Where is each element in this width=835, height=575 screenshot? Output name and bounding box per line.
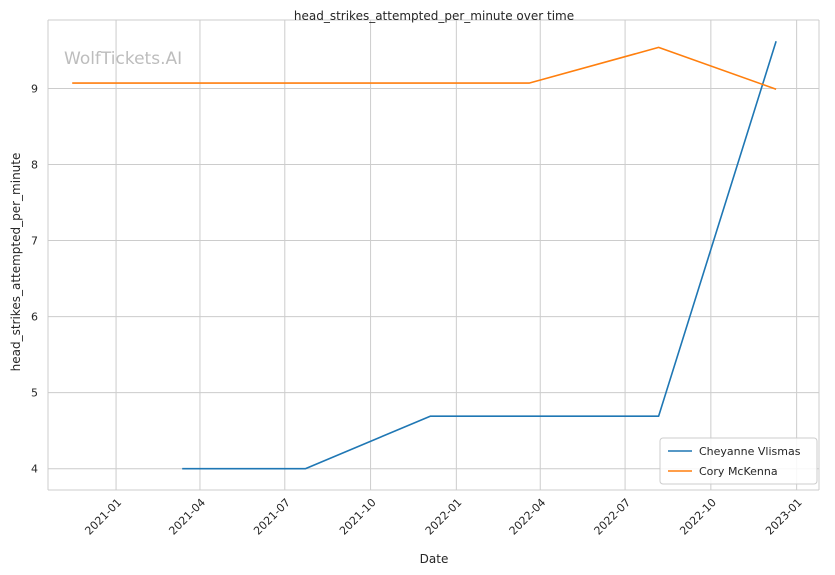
watermark: WolfTickets.AI	[64, 49, 182, 69]
series-line-cheyanne-vlismas	[182, 41, 777, 470]
y-tick-label: 8	[31, 158, 38, 171]
y-tick-label: 5	[31, 387, 38, 400]
y-tick-labels: 4 5 6 7 8 9	[31, 82, 38, 475]
x-axis-title: Date	[420, 552, 449, 566]
plot-area	[48, 20, 819, 490]
y-tick-label: 9	[31, 82, 38, 95]
axes-frame	[47, 19, 820, 491]
x-tick-label: 2021-04	[166, 496, 208, 538]
x-tick-label: 2021-10	[337, 496, 379, 538]
chart-title: head_strikes_attempted_per_minute over t…	[294, 9, 574, 23]
x-tick-label: 2021-01	[82, 496, 124, 538]
y-tick-label: 4	[31, 463, 38, 476]
x-tick-label: 2023-01	[763, 496, 805, 538]
x-tick-label: 2022-07	[592, 496, 634, 538]
legend-label-cheyanne-vlismas: Cheyanne Vlismas	[699, 445, 801, 458]
y-tick-label: 7	[31, 235, 38, 248]
y-axis-title: head_strikes_attempted_per_minute	[9, 153, 23, 372]
x-tick-label: 2022-04	[507, 496, 549, 538]
series-line-cory-mckenna	[72, 46, 777, 90]
legend: Cheyanne Vlismas Cory McKenna	[659, 437, 818, 485]
series-lines	[72, 41, 777, 470]
x-tick-label: 2022-01	[423, 496, 465, 538]
legend-label-cory-mckenna: Cory McKenna	[699, 465, 778, 478]
x-tick-label: 2021-07	[251, 496, 293, 538]
x-tick-labels: 2021-01 2021-04 2021-07 2021-10 2022-01 2022-…	[82, 496, 804, 538]
x-tick-label: 2022-10	[677, 496, 719, 538]
y-tick-label: 6	[31, 311, 38, 324]
legend-box	[659, 437, 818, 485]
